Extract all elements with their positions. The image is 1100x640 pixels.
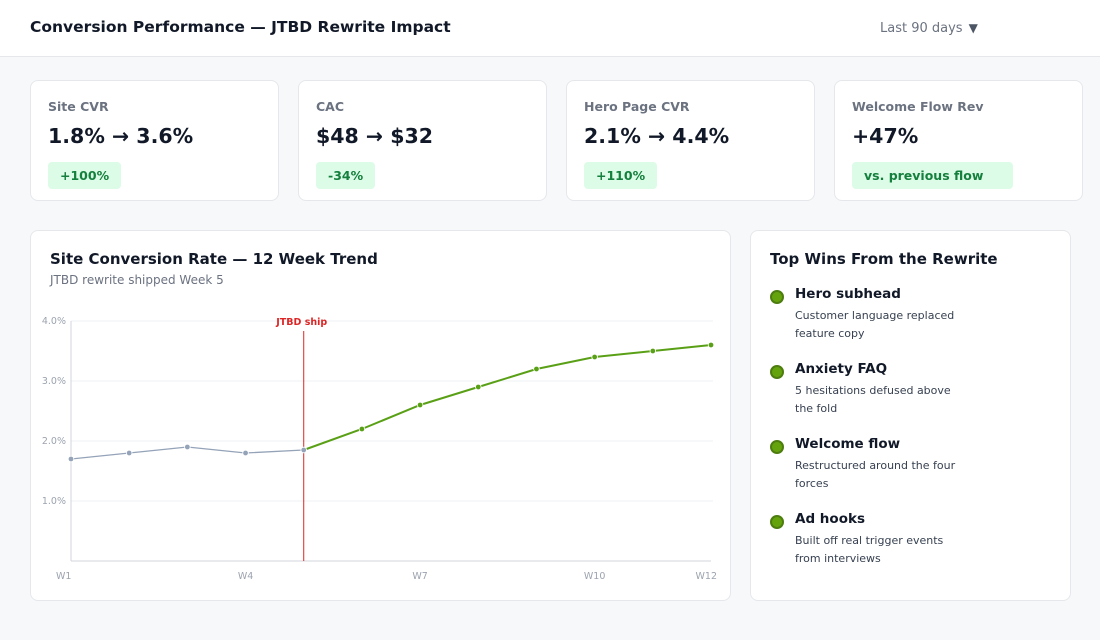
win-item-description: 5 hesitations defused above the fold (795, 384, 951, 415)
win-item: Welcome flow Restructured around the fou… (751, 381, 1072, 490)
conversion-trend-chart: 1.0% 2.0% 3.0% 4.0% W1 W4 W7 W10 W12 JTBD ship (42, 316, 717, 582)
date-range-label: Last 90 days (880, 21, 963, 36)
data-point (475, 383, 482, 391)
series-line-after (303, 344, 712, 451)
conversion-trend-panel: 1.0% 2.0% 3.0% 4.0% W1 W4 W7 W10 W12 JTBD ship Si… (30, 230, 731, 601)
kpi-label: Welcome Flow Rev (852, 99, 984, 114)
win-item-title: Welcome flow (795, 436, 901, 452)
kpi-label: Hero Page CVR (584, 99, 690, 114)
chart-title: Site Conversion Rate — 12 Week Trend (50, 250, 378, 268)
green-dot-icon (770, 440, 784, 454)
win-item-title: Ad hooks (795, 511, 865, 527)
kpi-label: CAC (316, 99, 345, 114)
ship-marker-label: JTBD ship (275, 317, 327, 328)
y-tick-label: 4.0% (42, 316, 66, 327)
data-point (707, 341, 715, 349)
data-point (649, 347, 657, 355)
green-dot-icon (770, 365, 784, 379)
kpi-card-cac: CAC $48 → $32 -34% (298, 80, 547, 201)
win-item-description: Customer language replaced feature copy (795, 309, 955, 340)
top-bar: Conversion Performance — JTBD Rewrite Im… (0, 0, 1100, 57)
green-dot-icon (770, 290, 784, 304)
data-point (358, 425, 366, 433)
kpi-card-site-cvr: Site CVR 1.8% → 3.6% +100% (30, 80, 279, 201)
kpi-card-hero-page-cvr: Hero Page CVR 2.1% → 4.4% +110% (566, 80, 815, 201)
data-point (533, 365, 540, 373)
data-point (300, 446, 307, 454)
win-item: Ad hooks Built off real trigger events f… (751, 456, 1072, 565)
green-dot-icon (770, 515, 784, 529)
data-point (591, 353, 598, 361)
kpi-value: 2.1% → 4.4% (584, 124, 730, 148)
x-tick-label: W7 (412, 571, 427, 582)
chevron-down-icon: ▼ (968, 21, 978, 35)
chart-subtitle: JTBD rewrite shipped Week 5 (50, 273, 224, 287)
x-tick-label: W12 (696, 571, 717, 582)
kpi-change-badge: +100% (48, 162, 122, 189)
kpi-value: +47% (852, 124, 919, 148)
kpi-change-badge: +110% (584, 162, 658, 189)
win-item-description: Built off real trigger events from inter… (795, 534, 944, 565)
x-tick-label: W1 (56, 571, 71, 582)
data-point (125, 449, 133, 457)
kpi-value: $48 → $32 (316, 124, 434, 148)
x-tick-label: W4 (238, 571, 253, 582)
data-point (242, 449, 249, 457)
data-point (67, 455, 75, 463)
kpi-change-badge: -34% (316, 162, 376, 189)
y-tick-label: 1.0% (42, 496, 66, 507)
win-item: Anxiety FAQ 5 hesitations defused above … (751, 306, 1072, 415)
win-item-title: Hero subhead (795, 286, 901, 302)
kpi-value: 1.8% → 3.6% (48, 124, 194, 148)
win-item-title: Anxiety FAQ (795, 361, 888, 377)
wins-title: Top Wins From the Rewrite (770, 250, 998, 268)
page-title: Conversion Performance — JTBD Rewrite Im… (30, 18, 451, 36)
y-tick-label: 3.0% (42, 376, 66, 387)
kpi-card-welcome-flow-rev: Welcome Flow Rev +47% vs. previous flow (834, 80, 1083, 201)
win-item-description: Restructured around the four forces (795, 459, 956, 490)
kpi-change-badge: vs. previous flow (852, 162, 1013, 189)
date-range-dropdown[interactable]: Last 90 days ▼ (880, 21, 978, 36)
win-item: Hero subhead Customer language replaced … (751, 231, 1072, 340)
x-tick-label: W10 (584, 571, 605, 582)
data-point (184, 443, 191, 451)
data-point (416, 401, 424, 409)
top-wins-panel: Top Wins From the Rewrite Hero subhead C… (750, 230, 1071, 601)
y-tick-label: 2.0% (42, 436, 66, 447)
kpi-label: Site CVR (48, 99, 109, 114)
